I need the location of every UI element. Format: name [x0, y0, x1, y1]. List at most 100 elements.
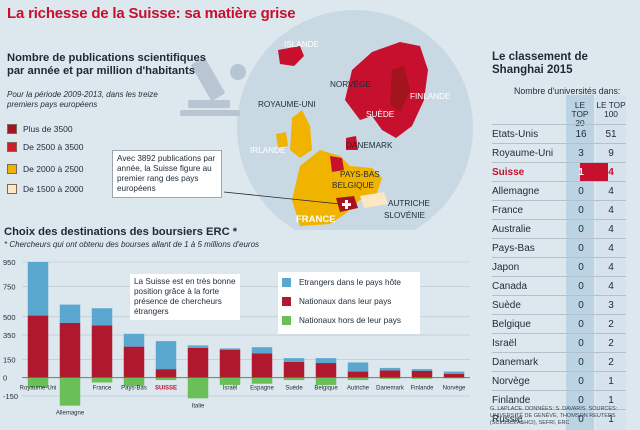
top100-cell: 2	[608, 318, 614, 330]
bar-nationaux	[443, 374, 465, 378]
bar-nationaux	[411, 370, 433, 378]
x-tick-label: Pays-Bas	[121, 386, 147, 392]
highlight-row-suisse	[580, 162, 608, 181]
label-suede: SUÈDE	[366, 110, 395, 119]
x-tick-label: Belgique	[314, 386, 338, 392]
label-slovenie: SLOVÉNIE	[384, 211, 425, 220]
country-cell: Suède	[492, 299, 521, 311]
label-norvege: NORVÈGE	[330, 80, 371, 89]
y-tick-label: -150	[3, 392, 18, 401]
publications-title: Nombre de publications scientifiques par…	[7, 52, 206, 77]
country-cell: Finlande	[492, 394, 531, 406]
top20-cell: 0	[578, 204, 584, 216]
bar-etrangers	[123, 333, 145, 347]
top20-cell: 0	[578, 280, 584, 292]
continent-shape	[292, 150, 382, 226]
europe-map	[180, 10, 473, 230]
top20-cell: 0	[578, 413, 584, 425]
publications-callout: Avec 3892 publications par année, la Sui…	[112, 150, 222, 198]
top100-cell: 4	[608, 166, 614, 178]
legend-item-1500-2000: De 1500 à 2000	[7, 184, 84, 194]
legend-label: Nationaux dans leur pays	[299, 297, 392, 306]
table-row: Japon 0 4	[492, 257, 626, 276]
legend-item-2000-2500: De 2000 à 2500	[7, 164, 84, 174]
country-cell: Pays-Bas	[492, 242, 535, 254]
country-cell: Suisse	[492, 166, 525, 178]
x-tick-label: France	[93, 386, 112, 392]
bar-etrangers	[91, 308, 113, 326]
top100-cell: 3	[608, 299, 614, 311]
erc-legend-item: Nationaux hors de leur pays	[282, 316, 401, 325]
y-tick-label: 950	[3, 258, 16, 267]
bar-etrangers	[219, 348, 241, 350]
top100-cell: 4	[608, 185, 614, 197]
table-row: Royaume-Uni 3 9	[492, 143, 626, 162]
label-irlande: IRLANDE	[250, 146, 286, 155]
country-cell: Etats-Unis	[492, 128, 539, 140]
bar-hors	[411, 377, 433, 379]
top20-cell: 0	[578, 337, 584, 349]
table-row: Danemark 0 2	[492, 352, 626, 371]
country-cell: Belgique	[492, 318, 531, 330]
legend-swatch	[282, 316, 291, 325]
country-cell: Russie	[492, 413, 523, 425]
top20-cell: 0	[578, 185, 584, 197]
bar-hors	[219, 377, 241, 385]
y-tick-label: 0	[3, 374, 7, 383]
irlande-shape	[276, 132, 288, 148]
x-tick-label: Italie	[192, 403, 205, 409]
y-tick-label: 350	[3, 331, 16, 340]
x-tick-label: Israël	[223, 386, 238, 392]
microscope-icon	[180, 57, 246, 116]
legend-label: Nationaux hors de leur pays	[299, 316, 401, 325]
legend-swatch	[282, 297, 291, 306]
country-cell: Canada	[492, 280, 528, 292]
bar-hors	[59, 377, 81, 406]
royaume-uni-shape	[290, 110, 312, 158]
legend-item-plus-3500: Plus de 3500	[7, 124, 73, 134]
bar-nationaux	[251, 353, 273, 378]
top20-cell: 0	[578, 242, 584, 254]
top100-cell: 2	[608, 337, 614, 349]
top100-cell: 51	[605, 128, 617, 140]
top20-cell: 0	[578, 318, 584, 330]
label-autriche: AUTRICHE	[388, 199, 430, 208]
country-cell: Australie	[492, 223, 531, 235]
header-top100: LE TOP 100	[596, 100, 626, 119]
top100-cell: 9	[608, 147, 614, 159]
top100-cell: 4	[608, 261, 614, 273]
autriche-shape	[360, 192, 388, 208]
erc-legend-item: Etrangers dans le pays hôte	[282, 278, 401, 287]
header-top20: LE TOP 20	[571, 100, 589, 128]
legend-swatch	[7, 142, 17, 152]
top20-cell: 0	[578, 356, 584, 368]
top20-cell: 16	[575, 128, 587, 140]
danemark-shape	[346, 136, 358, 150]
bar-etrangers	[443, 371, 465, 374]
islande-shape	[278, 46, 304, 66]
bar-etrangers	[59, 304, 81, 323]
top20-cell: 3	[578, 147, 584, 159]
scandinavia-shape	[345, 42, 428, 138]
top20-cell: 0	[578, 375, 584, 387]
y-tick-label: 150	[3, 355, 16, 364]
top20-cell: 1	[578, 166, 584, 178]
top100-cell: 1	[608, 413, 614, 425]
bar-etrangers	[411, 369, 433, 371]
column-top20-bg	[566, 95, 594, 430]
country-cell: Royaume-Uni	[492, 147, 554, 159]
x-tick-label: Autriche	[347, 386, 370, 392]
bar-etrangers	[379, 367, 401, 371]
table-row: Canada 0 4	[492, 276, 626, 295]
bar-nationaux	[59, 322, 81, 378]
publications-subtitle: Pour la période 2009-2013, dans les trei…	[7, 90, 158, 109]
bar-hors	[123, 377, 145, 387]
table-row: Israël 0 2	[492, 333, 626, 352]
label-belgique: BELGIQUE	[332, 181, 374, 190]
label-royaume-uni: ROYAUME-UNI	[258, 100, 316, 109]
pays-bas-shape	[330, 156, 344, 172]
legend-swatch	[7, 124, 17, 134]
table-row: Pays-Bas 0 4	[492, 238, 626, 257]
top20-cell: 0	[578, 261, 584, 273]
label-pays-bas: PAYS-BAS	[340, 170, 380, 179]
